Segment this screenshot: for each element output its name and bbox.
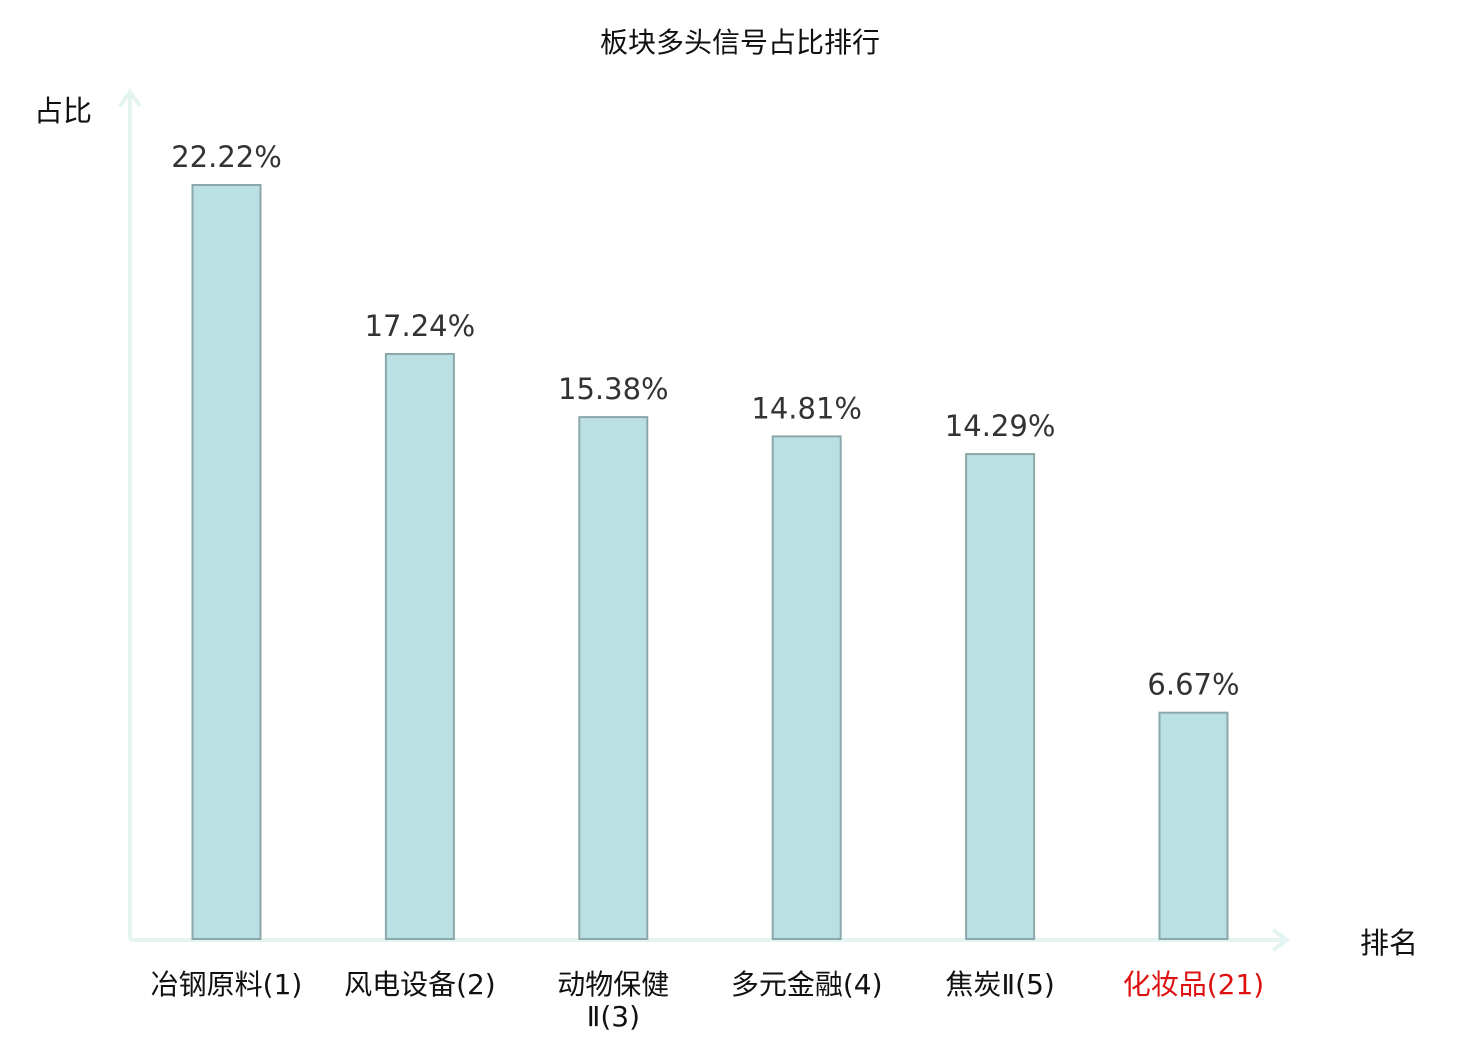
value-label-5: 14.29%: [945, 409, 1056, 443]
x-axis-arrow-icon: [1271, 928, 1291, 952]
y-axis-arrow-icon: [118, 88, 142, 108]
category-label-6: 化妆品(21): [1123, 968, 1264, 1001]
bar-4: [771, 435, 842, 940]
value-label-4: 14.81%: [751, 391, 862, 425]
bar-2: [384, 353, 455, 940]
value-label-1: 22.22%: [171, 140, 282, 174]
bar-6: [1158, 711, 1229, 941]
category-label-3: 动物保健: [557, 968, 669, 1001]
bar-3: [578, 416, 649, 941]
value-labels-group: 22.22% 17.24% 15.38% 14.81% 14.29% 6.67%: [171, 140, 1239, 702]
bar-1: [191, 184, 262, 940]
category-label-1: 冶钢原料(1): [151, 968, 303, 1001]
value-label-6: 6.67%: [1147, 668, 1239, 702]
value-label-2: 17.24%: [365, 309, 476, 343]
value-label-3: 15.38%: [558, 372, 669, 406]
bars-group: [191, 184, 1229, 941]
x-axis-label: 排名: [1360, 926, 1418, 960]
category-label-3-line2: Ⅱ(3): [587, 1000, 640, 1033]
category-label-4: 多元金融(4): [731, 968, 883, 1001]
category-label-2: 风电设备(2): [344, 968, 496, 1001]
chart-title: 板块多头信号占比排行: [600, 26, 880, 59]
category-label-5: 焦炭Ⅱ(5): [945, 968, 1054, 1001]
bar-5: [965, 453, 1036, 940]
y-axis-label: 占比: [34, 94, 92, 128]
